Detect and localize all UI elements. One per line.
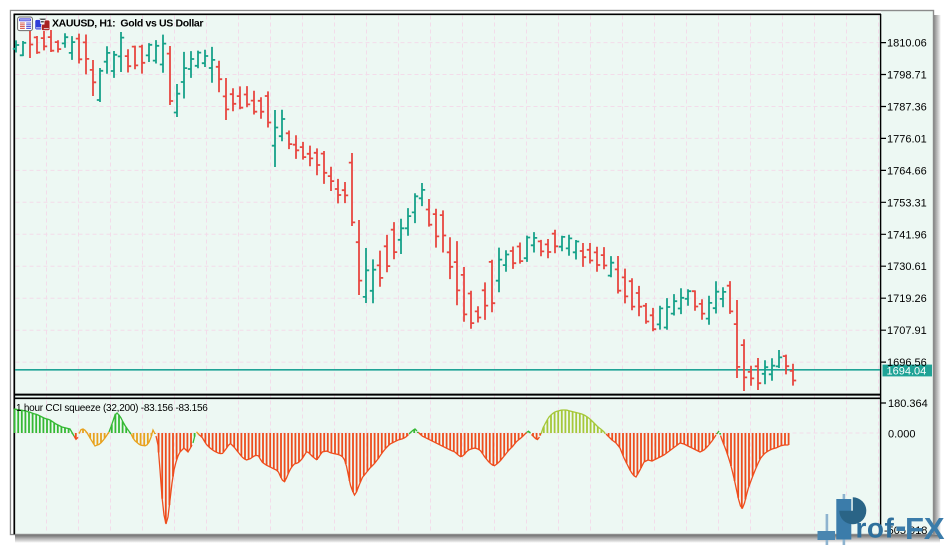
svg-text:1776.01: 1776.01 [887,133,927,145]
svg-text:1719.26: 1719.26 [887,293,927,305]
svg-text:1696.56: 1696.56 [887,357,927,369]
svg-text:1741.96: 1741.96 [887,229,927,241]
svg-text:1810.06: 1810.06 [887,38,927,50]
svg-text:1694.04: 1694.04 [887,366,927,378]
svg-text:1730.61: 1730.61 [887,261,927,273]
svg-text:XAUUSD, H1: Gold vs US Dollar: XAUUSD, H1: Gold vs US Dollar [52,18,203,30]
svg-text:rof: rof [856,513,895,544]
svg-text:FX: FX [905,511,945,545]
svg-text:1 hour CCI squeeze (32,200) -8: 1 hour CCI squeeze (32,200) -83.156 -83.… [16,403,208,414]
svg-text:1707.91: 1707.91 [887,325,927,337]
svg-text:1798.71: 1798.71 [887,70,927,82]
svg-text:1764.66: 1764.66 [887,165,927,177]
svg-text:0.000: 0.000 [888,429,916,441]
svg-text:1753.31: 1753.31 [887,197,927,209]
svg-text:-505.918: -505.918 [884,525,927,537]
svg-text:1787.36: 1787.36 [887,102,927,114]
svg-text:180.364: 180.364 [888,398,928,410]
